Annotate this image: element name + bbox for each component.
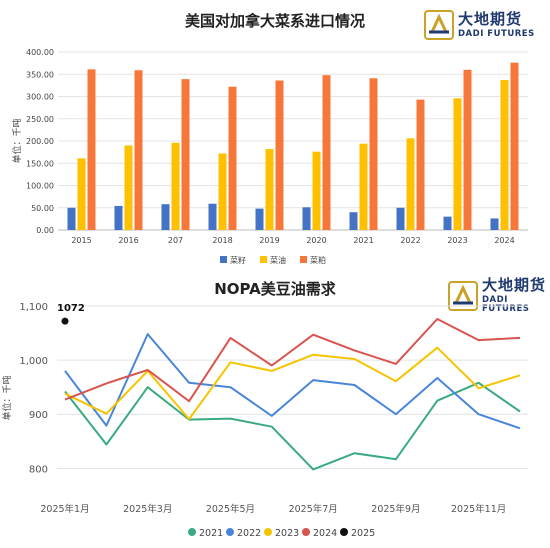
line-y-tick-label: 800	[29, 464, 48, 475]
bar-y-tick-label: 150.00	[26, 159, 54, 168]
logo-en-text: DADI FUTURES	[458, 28, 535, 39]
data-label-1072: 1072	[57, 303, 85, 314]
line-legend-label: 2023	[275, 528, 299, 539]
line-legend-marker	[226, 528, 234, 536]
bar-菜粕-2018	[228, 86, 237, 231]
line-chart-title: NOPA美豆油需求	[214, 280, 336, 298]
bar-chart-title: 美国对加拿大菜系进口情况	[184, 12, 365, 30]
bar-x-tick-label: 2023	[447, 236, 467, 245]
logo-cn-text: 大地期货	[458, 9, 523, 28]
bar-菜粕-2020	[322, 75, 331, 230]
bar-菜籽-2019	[255, 208, 264, 230]
line-y-tick-label: 1,100	[19, 302, 48, 313]
bar-y-tick-label: 200.00	[26, 137, 54, 146]
dadi-futures-logo: 大地期货 DADI FUTURES	[424, 10, 535, 40]
bar-菜籽-2023	[443, 216, 452, 230]
bar-菜籽-2024	[490, 218, 499, 230]
bar-菜籽-2018	[208, 203, 217, 230]
bar-x-tick-label: 2015	[71, 236, 91, 245]
bar-菜油-2018	[218, 153, 227, 230]
bar-菜油-2023	[453, 98, 462, 230]
line-y-axis-label: 单位：千吨	[1, 375, 13, 420]
bar-y-tick-label: 0.00	[36, 226, 54, 235]
line-legend-label: 2021	[199, 528, 223, 539]
bar-菜油-207	[171, 142, 180, 230]
bar-x-tick-label: 2024	[494, 236, 514, 245]
bar-菜油-2016	[124, 145, 133, 230]
bar-x-tick-label: 2021	[353, 236, 373, 245]
bar-y-axis-label: 单位：千吨	[11, 118, 23, 163]
bar-菜籽-2022	[396, 207, 405, 230]
line-x-tick-label: 2025年11月	[451, 503, 506, 515]
line-series-2022	[64, 333, 521, 430]
bar-x-tick-label: 207	[168, 236, 183, 245]
bar-菜油-2019	[265, 149, 274, 230]
bar-x-tick-label: 2018	[212, 236, 232, 245]
bar-菜粕-2021	[369, 78, 378, 230]
line-x-tick-label: 2025年1月	[40, 503, 89, 515]
bar-菜油-2022	[406, 138, 415, 230]
line-chart: 800 900 1,000 1,100 单位：千吨 2025年1月 2025年3月 2025年…	[1, 302, 528, 539]
bar-菜油-2024	[500, 80, 509, 230]
line-legend-label: 2025	[351, 528, 375, 539]
bar-菜籽-2021	[349, 212, 358, 230]
nopa-soyoil-chart-panel: NOPA美豆油需求 大地期货 DADI FUTURES 800 900 1,000 1…	[0, 272, 550, 548]
bar-x-tick-label: 2022	[400, 236, 420, 245]
bar-y-tick-label: 50.00	[31, 204, 54, 213]
line-legend-marker	[340, 528, 348, 536]
bar-菜粕-2016	[134, 70, 143, 231]
bar-菜粕-2024	[510, 62, 519, 231]
line-x-tick-label: 2025年3月	[123, 503, 172, 515]
bar-菜粕-2019	[275, 80, 284, 230]
bar-菜油-2020	[312, 151, 321, 230]
line-series-2023	[64, 346, 521, 421]
line-series-2024	[64, 318, 521, 403]
bar-菜籽-207	[161, 204, 170, 230]
bar-legend-label: 菜籽	[230, 255, 246, 265]
dadi-logo-icon-2	[448, 280, 478, 311]
bar-chart: 0.00 50.00 100.00 150.00 200.00 250.00 300.00 3…	[11, 48, 528, 265]
bar-legend-label: 菜油	[270, 255, 286, 265]
bar-菜油-2015	[77, 158, 86, 230]
bar-x-tick-label: 2020	[306, 236, 326, 245]
bar-菜粕-2023	[463, 69, 472, 230]
point-series-2025	[61, 317, 69, 325]
rapeseed-import-chart-panel: 美国对加拿大菜系进口情况 大地期货 DADI FUTURES 0.00 50.00…	[0, 0, 550, 272]
bar-legend-swatch	[300, 256, 307, 263]
line-legend-label: 2024	[313, 528, 337, 539]
line-x-tick-label: 2025年5月	[206, 503, 255, 515]
dadi-logo-icon	[424, 10, 454, 40]
bar-y-tick-label: 350.00	[26, 70, 54, 79]
line-y-tick-label: 900	[29, 410, 48, 421]
line-legend-label: 2022	[237, 528, 261, 539]
bar-x-tick-label: 2016	[118, 236, 138, 245]
line-legend-marker	[264, 528, 272, 536]
bar-y-tick-label: 400.00	[26, 48, 54, 57]
bar-legend-swatch	[220, 256, 227, 263]
line-y-tick-label: 1,000	[19, 356, 48, 367]
line-legend-marker	[302, 528, 310, 536]
logo-en-text-2: DADI FUTURES	[482, 295, 530, 314]
bar-x-tick-label: 2019	[259, 236, 279, 245]
line-series-2021	[64, 381, 521, 471]
bar-y-tick-label: 300.00	[26, 93, 54, 102]
bar-菜籽-2016	[114, 205, 123, 230]
bar-y-tick-label: 100.00	[26, 182, 54, 191]
bar-菜粕-2022	[416, 99, 425, 231]
bar-菜籽-2020	[302, 207, 311, 230]
bar-菜粕-2015	[87, 69, 96, 230]
line-x-tick-label: 2025年7月	[289, 503, 338, 515]
bar-菜籽-2015	[67, 207, 76, 230]
line-x-tick-label: 2025年9月	[371, 503, 420, 515]
bar-菜粕-207	[181, 79, 190, 231]
dadi-futures-logo-2: 大地期货 DADI FUTURES	[448, 278, 550, 313]
line-legend-marker	[188, 528, 196, 536]
bar-legend-swatch	[260, 256, 267, 263]
bar-菜油-2021	[359, 143, 368, 230]
bar-y-tick-label: 250.00	[26, 115, 54, 124]
bar-legend-label: 菜粕	[310, 255, 326, 265]
logo-cn-text-2: 大地期货	[482, 276, 547, 294]
